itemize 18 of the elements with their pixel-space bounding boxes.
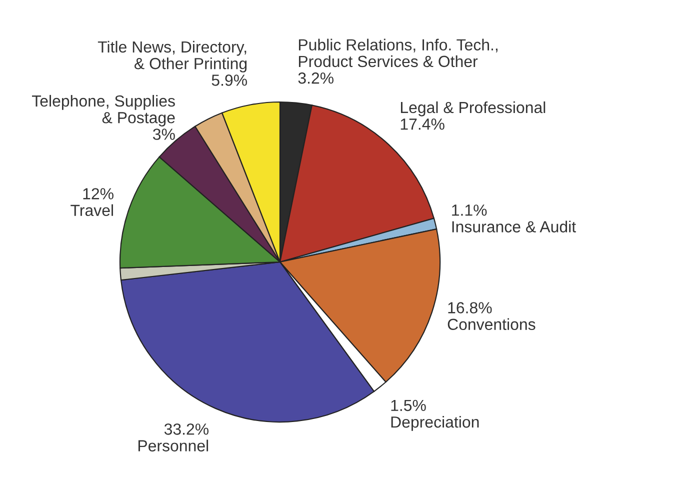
slice-label: Travel <box>70 204 113 216</box>
slice-label: Depreciation <box>391 416 479 431</box>
slice-label: Public Relations, Info. Tech., Product Services & Other <box>298 38 498 68</box>
data-label: 1.5% <box>391 400 426 412</box>
data-label: 3% <box>153 128 175 140</box>
slice-label: Legal & Professional <box>400 101 546 116</box>
slice-label: Title News, Directory, & Other Printing <box>98 40 247 72</box>
slice-label: Conventions <box>448 318 536 330</box>
data-label: 5.9% <box>212 74 247 86</box>
slice-label: Insurance & Audit <box>452 220 576 232</box>
data-label: 12% <box>83 188 114 200</box>
data-label: 33.2% <box>164 424 209 435</box>
data-label: 17.4% <box>400 118 444 130</box>
data-label: 16.8% <box>448 302 492 314</box>
slice-label: Personnel <box>138 440 208 452</box>
slice-label: Telephone, Supplies & Postage <box>32 94 175 126</box>
data-label: 1.1% <box>452 204 487 216</box>
data-label: 3.2% <box>298 72 334 84</box>
